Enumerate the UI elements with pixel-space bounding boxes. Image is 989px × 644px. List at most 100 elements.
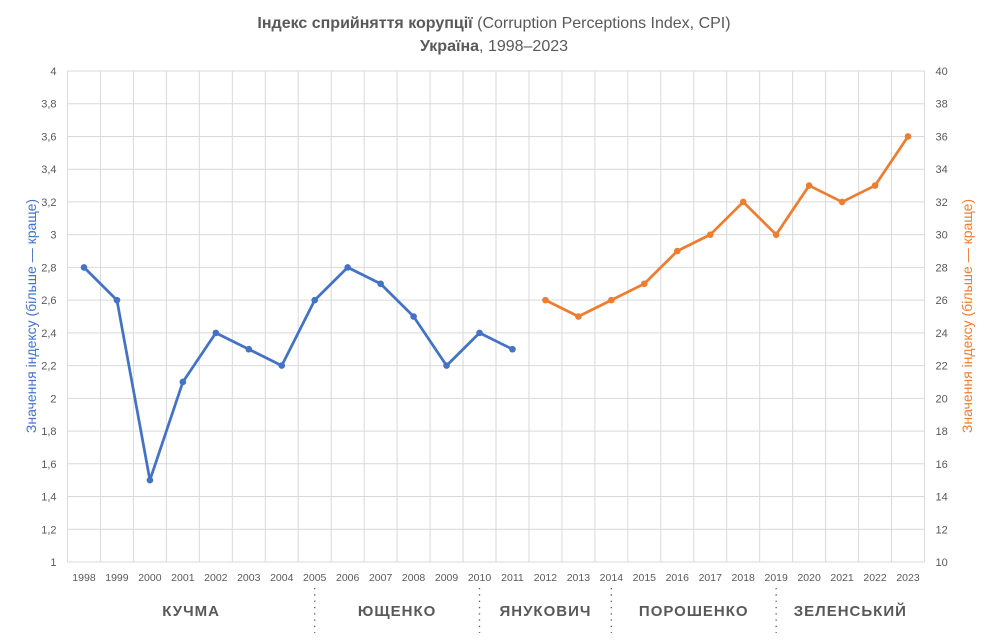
chart-title: Індекс сприйняття корупції (Corruption P… bbox=[257, 15, 730, 32]
x-tick-label: 2003 bbox=[237, 572, 261, 584]
period-label: ПОРОШЕНКО bbox=[639, 603, 749, 620]
x-axis-ticks: 1998 1999 2000 2001 2002 2003 2004 2005 2006 2007… bbox=[72, 572, 920, 584]
left-tick-label: 2,8 bbox=[41, 262, 56, 274]
data-point bbox=[641, 280, 648, 288]
x-tick-label: 2016 bbox=[666, 572, 690, 584]
data-point bbox=[509, 345, 516, 353]
left-tick-label: 1,6 bbox=[41, 459, 56, 471]
data-point bbox=[377, 280, 384, 288]
data-point bbox=[179, 378, 187, 386]
x-tick-label: 2002 bbox=[204, 572, 228, 584]
data-point bbox=[904, 133, 912, 140]
right-tick-label: 14 bbox=[936, 492, 948, 504]
data-point bbox=[476, 329, 483, 337]
data-point bbox=[443, 362, 450, 369]
x-tick-label: 2008 bbox=[402, 572, 426, 584]
x-tick-label: 2017 bbox=[699, 572, 723, 584]
left-tick-label: 2,6 bbox=[41, 295, 56, 307]
right-tick-label: 24 bbox=[936, 328, 948, 340]
right-axis-label: Значення індексу (більше — краще) bbox=[959, 199, 975, 433]
data-point bbox=[278, 362, 286, 369]
x-tick-label: 1999 bbox=[105, 572, 129, 584]
right-tick-label: 28 bbox=[936, 262, 948, 274]
right-tick-label: 30 bbox=[936, 230, 948, 242]
left-tick-label: 3 bbox=[50, 230, 56, 242]
data-point bbox=[706, 231, 714, 238]
left-tick-label: 3,2 bbox=[41, 197, 56, 209]
x-tick-label: 2007 bbox=[369, 572, 393, 584]
data-point bbox=[608, 296, 615, 304]
right-tick-label: 32 bbox=[936, 197, 948, 209]
right-tick-label: 20 bbox=[936, 393, 948, 405]
right-tick-label: 22 bbox=[936, 361, 948, 373]
data-point bbox=[673, 247, 681, 255]
x-tick-label: 2023 bbox=[896, 572, 920, 584]
x-tick-label: 2010 bbox=[468, 572, 492, 584]
data-point bbox=[805, 182, 813, 189]
period-label: ЮЩЕНКО bbox=[358, 603, 436, 620]
x-tick-label: 2021 bbox=[830, 572, 854, 584]
left-axis-label: Значення індексу (більше — краще) bbox=[23, 199, 39, 433]
chart-subtitle: Україна, 1998–2023 bbox=[420, 38, 568, 55]
x-tick-label: 2006 bbox=[336, 572, 360, 584]
x-tick-label: 2009 bbox=[435, 572, 459, 584]
data-point bbox=[212, 329, 220, 337]
period-label: ЗЕЛЕНСЬКИЙ bbox=[794, 602, 907, 620]
data-point bbox=[146, 476, 154, 484]
x-tick-label: 2012 bbox=[534, 572, 558, 584]
left-tick-label: 3,8 bbox=[41, 99, 56, 111]
data-point bbox=[739, 198, 747, 206]
x-tick-label: 2019 bbox=[764, 572, 788, 584]
data-point bbox=[113, 296, 121, 304]
x-tick-label: 2004 bbox=[270, 572, 294, 584]
x-tick-label: 1998 bbox=[72, 572, 96, 584]
data-point bbox=[871, 182, 879, 189]
data-point bbox=[575, 313, 582, 320]
right-tick-label: 26 bbox=[936, 295, 948, 307]
right-tick-label: 10 bbox=[936, 557, 948, 569]
period-label: КУЧМА bbox=[162, 603, 220, 620]
left-tick-label: 1 bbox=[50, 557, 56, 569]
data-point bbox=[245, 345, 253, 353]
series-line-right bbox=[544, 135, 910, 318]
left-tick-label: 1,4 bbox=[41, 492, 56, 504]
x-tick-label: 2014 bbox=[600, 572, 624, 584]
right-tick-label: 38 bbox=[936, 99, 948, 111]
x-tick-label: 2020 bbox=[797, 572, 821, 584]
x-tick-label: 2013 bbox=[567, 572, 591, 584]
period-label: ЯНУКОВИЧ bbox=[499, 603, 591, 620]
right-tick-label: 40 bbox=[936, 66, 948, 78]
left-tick-label: 2,4 bbox=[41, 328, 56, 340]
x-tick-label: 2001 bbox=[171, 572, 195, 584]
gridlines bbox=[67, 70, 925, 563]
left-tick-label: 1,8 bbox=[41, 426, 56, 438]
x-tick-label: 2000 bbox=[138, 572, 162, 584]
left-axis-ticks: 1 1,2 1,4 1,6 1,8 2 2,2 2,4 2,6 2,8 3 3,2 3,4 3,6 3,8 4 bbox=[41, 66, 56, 569]
data-point bbox=[344, 264, 351, 271]
left-tick-label: 1,2 bbox=[41, 524, 56, 536]
right-axis-ticks: 10 12 14 16 18 20 22 24 26 28 30 32 34 36 38 40 bbox=[936, 66, 948, 569]
data-point bbox=[311, 296, 319, 304]
right-tick-label: 34 bbox=[936, 164, 948, 176]
data-point bbox=[838, 198, 846, 206]
right-tick-label: 36 bbox=[936, 131, 948, 143]
left-tick-label: 4 bbox=[50, 66, 56, 78]
x-tick-label: 2018 bbox=[732, 572, 756, 584]
data-point bbox=[80, 264, 88, 271]
data-point bbox=[410, 313, 417, 320]
right-tick-label: 18 bbox=[936, 426, 948, 438]
series-line-left bbox=[83, 266, 514, 482]
x-tick-label: 2015 bbox=[633, 572, 657, 584]
left-tick-label: 3,4 bbox=[41, 164, 56, 176]
left-tick-label: 2 bbox=[50, 393, 56, 405]
data-point bbox=[772, 231, 780, 238]
data-point bbox=[542, 296, 549, 304]
series-group bbox=[80, 133, 912, 484]
x-tick-label: 2022 bbox=[863, 572, 887, 584]
left-tick-label: 3,6 bbox=[41, 131, 56, 143]
president-periods: КУЧМА ЮЩЕНКО ЯНУКОВИЧ ПОРОШЕНКО ЗЕЛЕНСЬКИЙ bbox=[162, 588, 907, 633]
right-tick-label: 16 bbox=[936, 459, 948, 471]
x-tick-label: 2011 bbox=[501, 572, 524, 584]
